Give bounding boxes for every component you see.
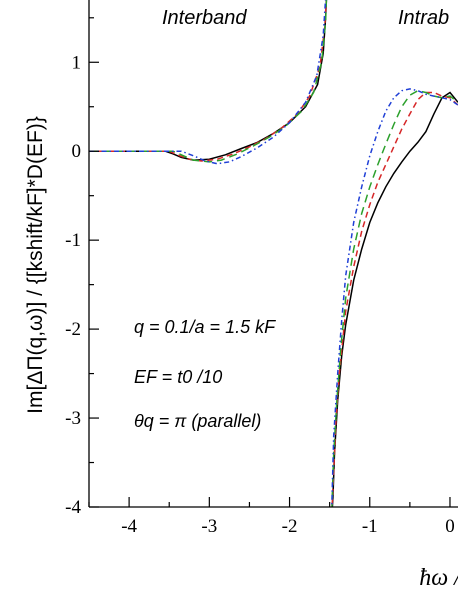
x-axis-label: ħω / — [419, 565, 458, 591]
y-axis-label: Im[ΔΠ(q,ω)] / {[kshift/kF]*D(EF)} — [24, 116, 47, 414]
y-tick-label: -1 — [65, 230, 81, 251]
q-annotation: q = 0.1/a = 1.5 kF — [134, 317, 276, 337]
series-3-branch-1 — [331, 88, 458, 507]
y-tick-label: -4 — [65, 497, 81, 518]
plot-area — [89, 0, 458, 507]
y-tick-label: -2 — [65, 319, 81, 340]
x-tick-label: -2 — [282, 516, 298, 537]
x-tick-label: -1 — [362, 516, 378, 537]
axes: 1 0 -1 -2 -3 -4 -4 -3 -2 -1 0 — [65, 0, 458, 537]
y-tick-label: -3 — [65, 408, 81, 429]
series-0-branch-1 — [331, 91, 458, 507]
y-tick-label: 0 — [72, 141, 82, 162]
series-3-branch-0 — [89, 0, 327, 165]
x-tick-label: 0 — [445, 516, 455, 537]
interband-label: Interband — [162, 7, 247, 29]
theta-annotation: θq = π (parallel) — [134, 411, 261, 431]
q-annotation-text: q = 0.1/a = 1.5 kF — [134, 317, 276, 337]
series-1-branch-0 — [89, 0, 327, 162]
ef-annotation-text: EF = t0 /10 — [134, 367, 222, 387]
series-2-branch-1 — [331, 89, 458, 507]
x-tick-label: -3 — [201, 516, 217, 537]
series-2-branch-0 — [89, 0, 328, 163]
intraband-label: Intrab — [398, 7, 449, 29]
ef-annotation: EF = t0 /10 — [134, 367, 222, 387]
theta-annotation-text: θq = π (parallel) — [134, 411, 261, 431]
x-tick-label: -4 — [121, 516, 137, 537]
y-tick-label: 1 — [72, 52, 82, 73]
series-1-branch-1 — [331, 91, 458, 507]
